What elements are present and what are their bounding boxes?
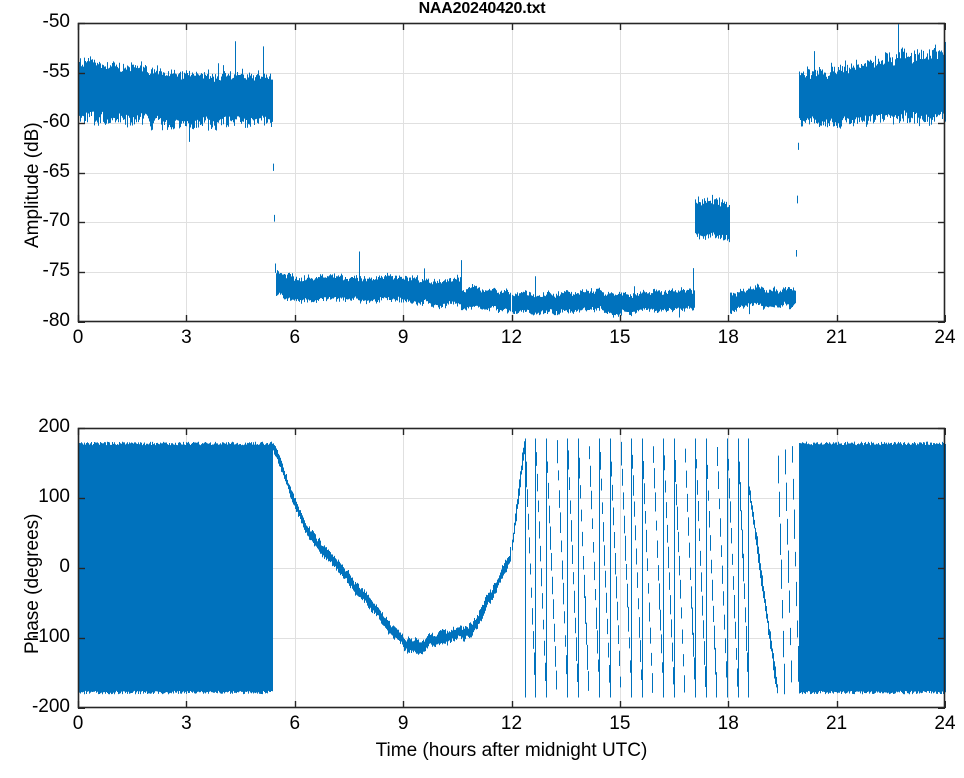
amplitude-xtick-3: 3 — [181, 327, 192, 348]
phase-ytick-200: 200 — [38, 416, 70, 437]
phase-xtick-24: 24 — [934, 713, 956, 734]
amplitude-ytick--60: -60 — [42, 110, 70, 132]
phase-xtick-12: 12 — [500, 713, 523, 734]
amplitude-xtick-18: 18 — [717, 327, 739, 348]
amplitude-ytick--55: -55 — [42, 60, 70, 82]
amplitude-xtick-6: 6 — [289, 327, 301, 348]
amplitude-xtick-21: 21 — [826, 327, 848, 348]
amplitude-xtick-9: 9 — [397, 327, 409, 348]
amplitude-plot-canvas — [77, 22, 946, 323]
phase-xtick-6: 6 — [289, 713, 301, 734]
amplitude-xtick-0: 0 — [72, 327, 84, 348]
amplitude-xtick-24: 24 — [934, 327, 956, 348]
amplitude-ytick--70: -70 — [42, 210, 70, 232]
amplitude-ytick--75: -75 — [42, 260, 70, 282]
phase-xtick-21: 21 — [826, 713, 848, 734]
phase-ytick-0: 0 — [59, 556, 70, 577]
figure-title: NAA20240420.txt — [418, 0, 546, 17]
phase-plot-canvas — [77, 427, 946, 709]
amplitude-ytick--80: -80 — [42, 310, 70, 331]
phase-xtick-9: 9 — [397, 713, 409, 734]
phase-plot-panel — [77, 427, 946, 709]
phase-x-axis-label: Time (hours after midnight UTC) — [375, 740, 648, 761]
amplitude-ytick--65: -65 — [42, 160, 70, 182]
amplitude-xtick-15: 15 — [609, 327, 631, 348]
phase-ytick--200: -200 — [31, 696, 70, 717]
amplitude-ytick--50: -50 — [42, 11, 70, 32]
phase-ytick--100: -100 — [31, 626, 70, 647]
phase-xtick-18: 18 — [717, 713, 739, 734]
phase-ytick-100: 100 — [38, 486, 70, 507]
phase-xtick-3: 3 — [181, 713, 192, 734]
amplitude-xtick-12: 12 — [500, 327, 523, 348]
amplitude-plot-panel — [77, 22, 946, 323]
phase-xtick-0: 0 — [72, 713, 84, 734]
phase-xtick-15: 15 — [609, 713, 631, 734]
